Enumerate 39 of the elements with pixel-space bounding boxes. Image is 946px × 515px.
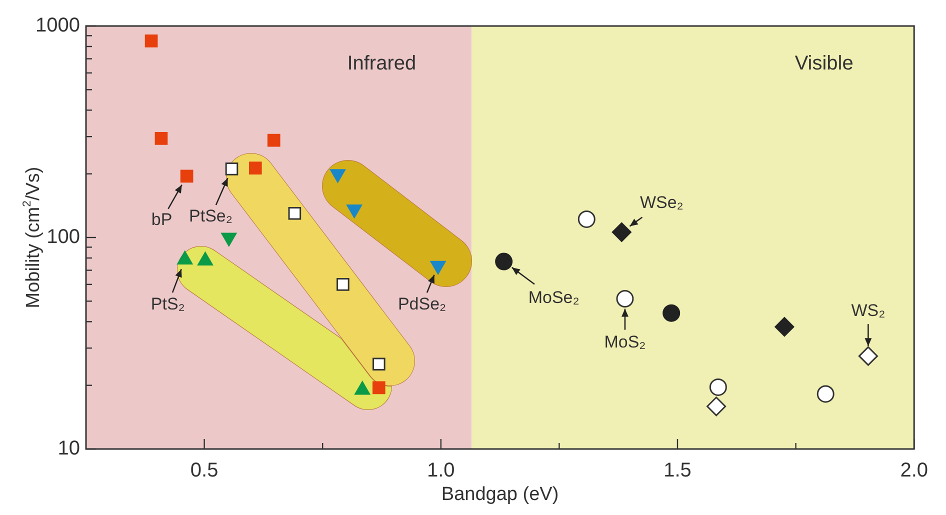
- point: [612, 222, 632, 242]
- point: [495, 252, 513, 270]
- x-tick-label: 1.5: [664, 460, 692, 482]
- point: [372, 358, 386, 371]
- annotation: bP: [151, 210, 172, 229]
- band-label: Visible: [794, 52, 854, 75]
- point: [816, 385, 834, 403]
- annotation: WS₂: [851, 300, 886, 320]
- point: [578, 210, 596, 228]
- point: [372, 381, 386, 394]
- point: [249, 162, 262, 174]
- point: [709, 378, 727, 396]
- annotation: MoS₂: [604, 332, 646, 352]
- point: [288, 206, 302, 220]
- annotation: PdSe₂: [398, 294, 446, 314]
- x-tick-label: 2.0: [900, 460, 928, 482]
- x-tick-label: 0.5: [190, 460, 218, 482]
- x-axis-title: Bandgap (eV): [441, 484, 559, 506]
- point: [154, 132, 168, 145]
- annotation: WSe₂: [640, 192, 684, 212]
- point: [774, 317, 794, 337]
- band-label: Infrared: [347, 52, 416, 75]
- point: [336, 278, 350, 291]
- point: [225, 162, 238, 176]
- y-tick-label: 10: [58, 438, 80, 460]
- point: [144, 34, 158, 48]
- point: [662, 304, 680, 322]
- y-axis-title: Mobility (cm2/Vs): [21, 166, 44, 308]
- annotation: PtS₂: [150, 294, 185, 314]
- x-tick-label: 1.0: [426, 460, 455, 482]
- point: [180, 170, 194, 183]
- annotation: PtSe₂: [189, 206, 232, 226]
- point: [267, 134, 280, 147]
- annotation: MoSe₂: [528, 288, 580, 308]
- point: [616, 290, 634, 308]
- y-tick-label: 1000: [36, 14, 80, 37]
- point: [858, 346, 878, 366]
- point: [706, 396, 726, 416]
- y-tick-label: 100: [46, 226, 80, 248]
